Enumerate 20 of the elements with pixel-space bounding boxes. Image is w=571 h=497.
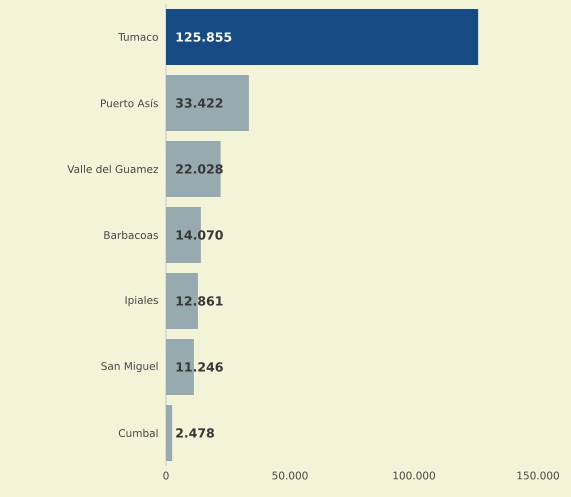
bar — [166, 404, 172, 461]
y-tick-label: Valle del Guamez — [67, 164, 158, 174]
y-tick-label: Ipiales — [126, 296, 158, 306]
bar — [166, 141, 221, 197]
data-label: 12.861 — [176, 296, 223, 306]
data-label: 33.422 — [176, 98, 222, 108]
x-tick-label: 0 — [163, 472, 169, 480]
y-tick-label: Barbacoas — [104, 230, 158, 240]
y-tick-label: San Miguel — [101, 362, 158, 372]
y-tick-label: Cumbal — [118, 428, 158, 438]
y-tick-label: Puerto Asís — [101, 98, 158, 108]
y-tick-label: Tumaco — [118, 33, 158, 41]
data-label: 11.246 — [176, 362, 223, 372]
x-tick-label: 100.000 — [393, 472, 436, 480]
data-label: 125.855 — [176, 32, 232, 42]
bar — [166, 75, 249, 131]
bar — [166, 9, 478, 65]
x-tick-label: 150.000 — [517, 472, 560, 480]
x-tick-label: 50.000 — [272, 472, 308, 480]
data-label: 2.478 — [176, 428, 214, 438]
